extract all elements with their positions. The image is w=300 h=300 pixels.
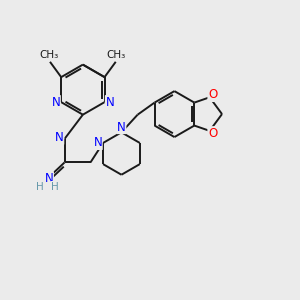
Text: H: H — [51, 182, 59, 191]
Text: N: N — [45, 172, 53, 185]
Text: O: O — [208, 127, 217, 140]
Text: N: N — [52, 96, 60, 109]
Text: N: N — [117, 121, 126, 134]
Text: N: N — [55, 131, 64, 144]
Text: CH₃: CH₃ — [40, 50, 59, 60]
Text: O: O — [208, 88, 217, 101]
Text: N: N — [106, 96, 114, 109]
Text: H: H — [36, 182, 44, 191]
Text: CH₃: CH₃ — [107, 50, 126, 60]
Text: N: N — [93, 136, 102, 149]
